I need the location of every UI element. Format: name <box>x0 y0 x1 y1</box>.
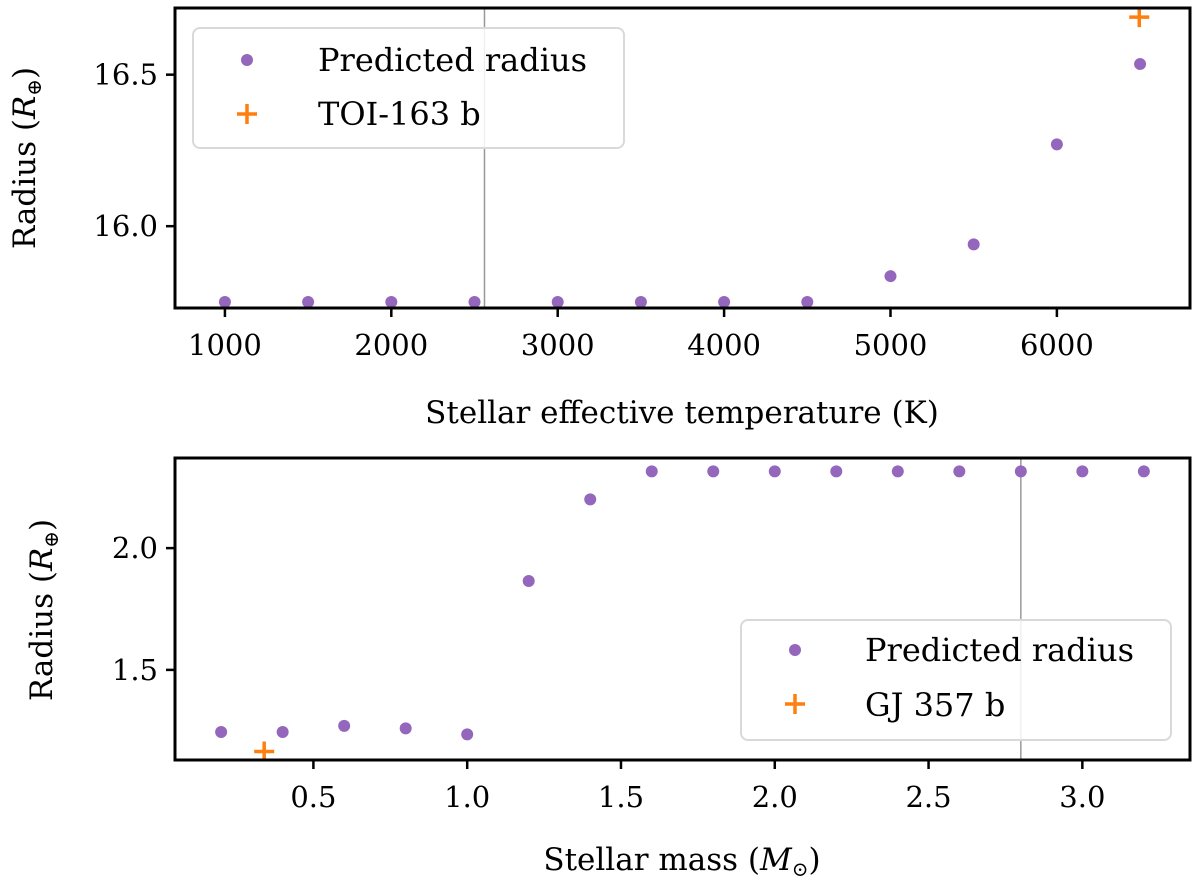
x-axis-label-mass: Stellar mass (M⊙) <box>543 842 820 881</box>
panel-temperature: 1000 2000 3000 4000 5000 6000 16.0 16.5 Predict… <box>7 6 1192 431</box>
legend-frame <box>740 619 1172 741</box>
y-tick-label: 16.0 <box>93 209 158 243</box>
x-tick-label: 1.5 <box>598 780 644 814</box>
predicted-radius-point <box>385 295 398 308</box>
y-label-close: ) <box>24 519 60 531</box>
y-tick-label: 1.5 <box>112 653 158 687</box>
x-tick-label: 1.0 <box>444 780 490 814</box>
x-label-close: ) <box>809 842 821 878</box>
predicted-radius-point <box>801 295 814 308</box>
predicted-radius-point <box>338 719 351 732</box>
legend-predicted-label: Predicted radius <box>318 41 587 79</box>
y-label-text: Radius ( <box>24 571 60 701</box>
predicted-radius-point <box>1014 465 1027 478</box>
x-label-text: Stellar mass ( <box>543 842 760 878</box>
x-label-sub: ⊙ <box>792 857 809 881</box>
legend-predicted-marker <box>789 644 801 656</box>
legend-planet-marker <box>237 104 257 124</box>
predicted-radius-point <box>707 465 720 478</box>
predicted-radius-point <box>967 238 980 251</box>
x-tick-label: 6000 <box>1020 328 1094 362</box>
predicted-radius-point <box>551 295 564 308</box>
legend-planet-label: TOI-163 b <box>318 95 481 133</box>
predicted-radius-point <box>468 295 481 308</box>
predicted-radius-point <box>461 728 474 741</box>
x-tick-label: 2000 <box>354 328 428 362</box>
x-label-math: M <box>759 842 793 878</box>
predicted-radius-point <box>884 270 897 283</box>
planet-point <box>1129 7 1150 28</box>
predicted-radius-point <box>718 295 731 308</box>
predicted-radius-point <box>1076 465 1089 478</box>
y-axis-label-mass: Radius (R⊕) <box>24 519 63 701</box>
x-tick-label: 3000 <box>521 328 595 362</box>
predicted-radius-point <box>1050 138 1063 151</box>
x-tick-label: 2.5 <box>905 780 951 814</box>
legend-planet-marker <box>785 694 805 714</box>
legend-predicted-marker <box>241 54 253 66</box>
x-tick-label: 5000 <box>854 328 928 362</box>
predicted-radius-point <box>634 295 647 308</box>
predicted-radius-point <box>1137 465 1150 478</box>
y-tick-label: 2.0 <box>112 531 158 565</box>
panel-mass: 0.5 1.0 1.5 2.0 2.5 3.0 1.5 2.0 Predicted radiu… <box>24 456 1192 881</box>
x-axis-label-temperature: Stellar effective temperature (K) <box>425 395 939 431</box>
predicted-radius-point <box>953 465 966 478</box>
predicted-radius-point <box>522 574 535 587</box>
predicted-radius-point <box>215 725 228 738</box>
predicted-radius-point <box>645 465 658 478</box>
predicted-radius-point <box>891 465 904 478</box>
legend-planet-label: GJ 357 b <box>865 686 1005 724</box>
y-tick-label: 16.5 <box>93 58 158 92</box>
y-label-math: R <box>7 96 43 120</box>
x-tick-label: 2.0 <box>752 780 798 814</box>
y-label-close: ) <box>7 67 43 79</box>
y-label-sub: ⊕ <box>39 531 63 548</box>
y-label-sub: ⊕ <box>22 79 46 96</box>
x-tick-label: 0.5 <box>290 780 336 814</box>
legend-frame <box>192 27 625 149</box>
predicted-radius-point <box>830 465 843 478</box>
predicted-radius-point <box>399 722 412 735</box>
predicted-radius-point <box>218 295 231 308</box>
axes-frame-mass <box>173 456 1192 762</box>
x-tick-label: 3.0 <box>1059 780 1105 814</box>
planet-point <box>254 741 275 762</box>
x-tick-label: 1000 <box>188 328 262 362</box>
legend-mass: Predicted radius GJ 357 b <box>740 619 1172 741</box>
axes-frame-temperature <box>173 6 1192 310</box>
predicted-radius-point <box>1134 58 1147 71</box>
legend-temperature: Predicted radius TOI-163 b <box>192 27 625 149</box>
x-tick-label: 4000 <box>687 328 761 362</box>
y-label-math: R <box>24 548 60 572</box>
y-label-text: Radius ( <box>7 119 43 249</box>
legend-predicted-label: Predicted radius <box>865 631 1134 669</box>
predicted-radius-point <box>768 465 781 478</box>
predicted-radius-point <box>302 295 315 308</box>
predicted-radius-point <box>276 725 289 738</box>
predicted-radius-point <box>584 493 597 506</box>
y-axis-label-temperature: Radius (R⊕) <box>7 67 46 249</box>
